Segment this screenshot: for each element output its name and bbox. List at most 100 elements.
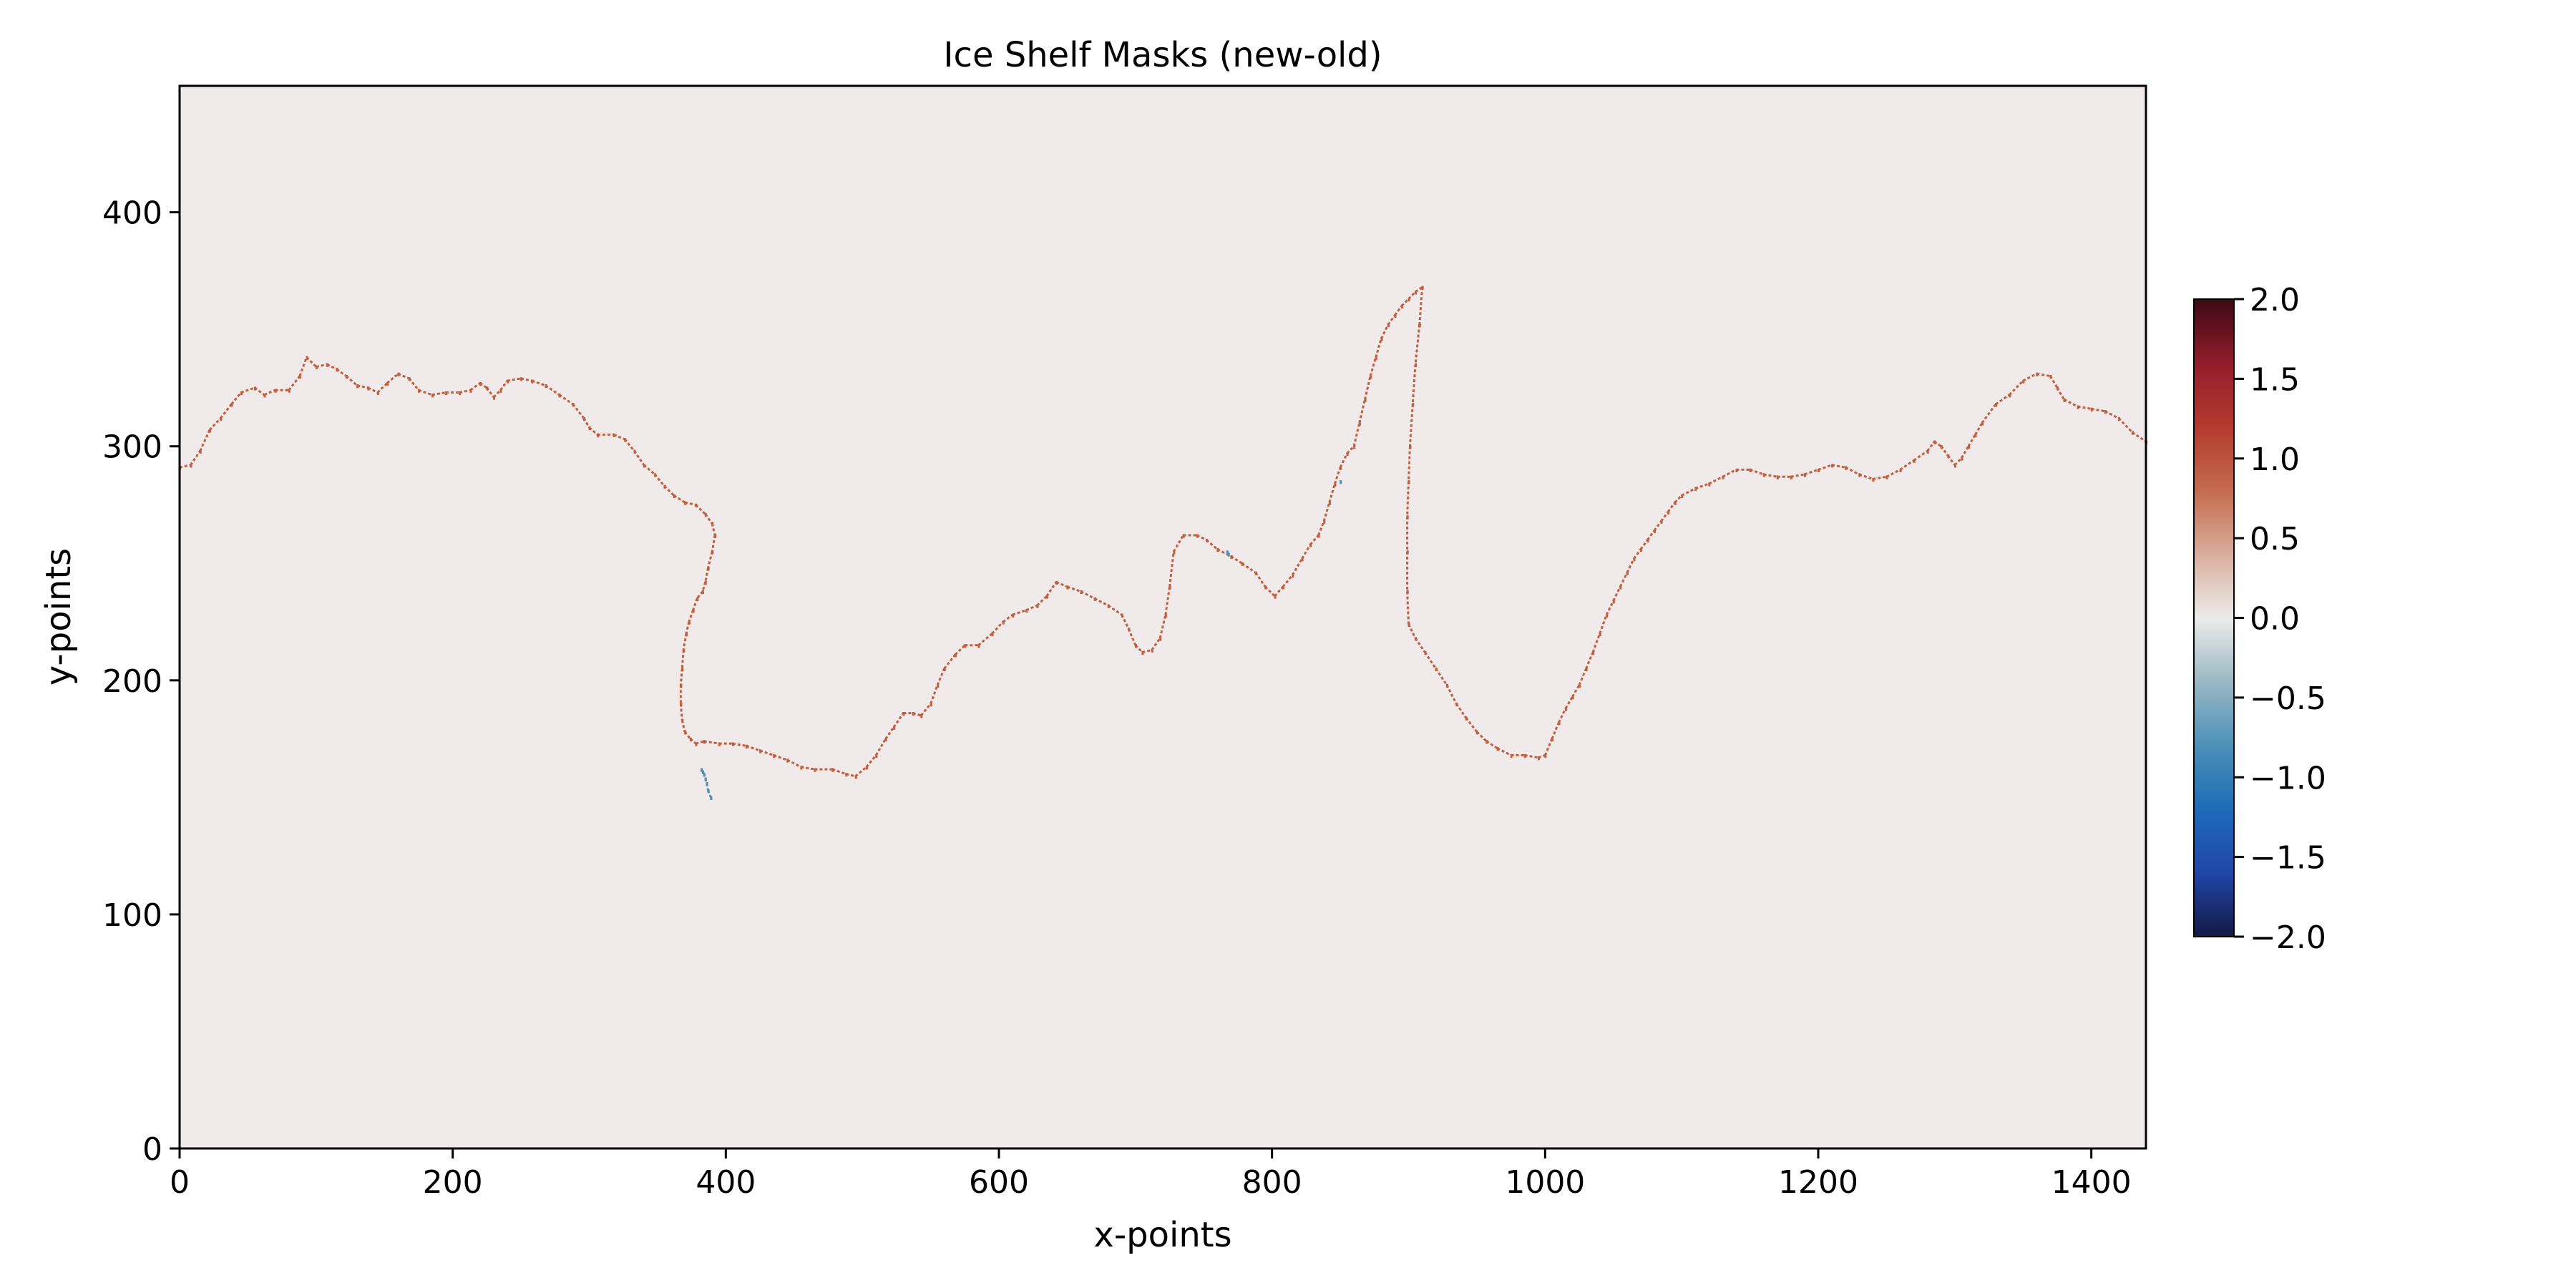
heatmap-cell <box>1380 337 1383 341</box>
heatmap-cell-run <box>1406 481 1410 517</box>
y-tick-label: 400 <box>102 195 162 232</box>
heatmap-cell-run <box>1496 747 1512 756</box>
plot-area <box>178 84 2147 1150</box>
heatmap-cell <box>1639 548 1643 552</box>
heatmap-cell-run <box>345 375 358 386</box>
heatmap-cell-run <box>773 754 788 761</box>
heatmap-cell-run <box>1558 708 1567 723</box>
heatmap-cell <box>1282 585 1285 590</box>
heatmap-cell-run <box>1571 684 1581 698</box>
heatmap-cell <box>1407 298 1410 302</box>
heatmap-cell-run <box>1750 469 1765 476</box>
heatmap-cell <box>1317 534 1320 538</box>
heatmap-cell <box>920 714 923 718</box>
heatmap-cell <box>1227 552 1230 557</box>
heatmap-cell-run <box>704 513 713 525</box>
heatmap-cell-run <box>397 372 410 380</box>
colorbar-ticks: 2.0 1.5 1.0 0.5 0.0 −0.5 −1.0 −1.5 −2.0 <box>2234 282 2326 956</box>
heatmap-cell <box>1585 667 1588 672</box>
x-axis-label: x-points <box>1093 1215 1231 1255</box>
heatmap-cell <box>1654 529 1657 534</box>
heatmap-cell-run <box>711 523 716 536</box>
x-tick-label: 0 <box>170 1164 190 1201</box>
heatmap-cell <box>1967 445 1971 449</box>
heatmap-cell-run <box>711 535 716 552</box>
heatmap-cell-run <box>1387 314 1396 326</box>
heatmap-cell-run <box>2132 431 2147 443</box>
heatmap-cell-run <box>1435 668 1448 686</box>
heatmap-cell <box>1551 737 1553 742</box>
heatmap-cell <box>1646 538 1649 543</box>
heatmap-cell <box>492 396 496 400</box>
heatmap-cell-run <box>1524 754 1539 759</box>
heatmap-cell <box>1292 573 1294 578</box>
x-tick-label: 400 <box>696 1164 756 1201</box>
heatmap-cell <box>1415 291 1418 295</box>
heatmap-cell <box>1309 543 1312 547</box>
heatmap-cell <box>1401 304 1404 309</box>
heatmap-cell-run <box>1605 600 1615 615</box>
heatmap-cell-run <box>336 368 347 377</box>
heatmap-cell <box>1606 613 1609 618</box>
x-axis-ticks: 0 200 400 600 800 1000 1200 1400 <box>170 1148 2132 1201</box>
heatmap-cell-run <box>1804 469 1819 476</box>
heatmap-cell-run <box>1633 548 1642 560</box>
heatmap-cell-run <box>695 504 706 515</box>
heatmap-cell-run <box>1328 483 1336 503</box>
heatmap-cell <box>884 737 887 742</box>
heatmap-cell-run <box>367 386 379 394</box>
heatmap-cell <box>1667 510 1670 514</box>
heatmap-cell-run <box>663 485 675 497</box>
heatmap-cell-run <box>1967 434 1976 447</box>
heatmap-cell-run <box>695 740 705 745</box>
heatmap-cell-run <box>1142 648 1153 654</box>
heatmap-cell-run <box>1653 520 1662 532</box>
heatmap-cell-run <box>2117 417 2133 434</box>
heatmap-cell <box>1592 650 1595 655</box>
heatmap-cell-run <box>1873 475 1887 480</box>
heatmap-cell-run <box>479 382 488 389</box>
heatmap-cell <box>1169 585 1171 590</box>
colorbar-tick-label: 0.0 <box>2250 601 2300 638</box>
heatmap-cell-run <box>316 363 328 368</box>
heatmap-cell-run <box>683 731 691 740</box>
heatmap-cell-run <box>1961 445 1970 459</box>
heatmap-cell-run <box>707 551 713 569</box>
heatmap-cell <box>386 381 389 386</box>
heatmap-cell <box>1387 323 1390 328</box>
heatmap-cell-run <box>1309 535 1319 546</box>
x-tick-label: 1000 <box>1505 1164 1585 1201</box>
heatmap-cell-run <box>199 429 211 452</box>
heatmap-cell <box>1340 466 1342 470</box>
heatmap-cell-run <box>2036 372 2051 378</box>
heatmap-cell <box>1364 398 1367 402</box>
heatmap-cell <box>937 683 940 688</box>
heatmap-cell-run <box>376 382 389 394</box>
colorbar-tick-label: 1.5 <box>2250 361 2300 398</box>
heatmap-cell-run <box>1363 376 1372 400</box>
heatmap-cell <box>1571 696 1574 700</box>
heatmap-cell-run <box>1995 394 2011 406</box>
heatmap-cell-run <box>874 738 887 756</box>
heatmap-cell-run <box>418 389 433 396</box>
heatmap-cell-run <box>1230 555 1243 565</box>
heatmap-cell-run <box>1339 452 1348 468</box>
heatmap-cell-run <box>2104 410 2119 419</box>
heatmap-cell <box>1334 482 1337 487</box>
heatmap-cell-run <box>759 749 774 756</box>
heatmap-cell-run <box>1012 609 1027 616</box>
heatmap-cell-run <box>582 417 590 429</box>
colorbar-tick-label: 0.5 <box>2250 521 2300 557</box>
heatmap-cell-run <box>679 668 683 686</box>
heatmap-cell-run <box>1055 581 1068 588</box>
heatmap-cell-run <box>520 377 532 382</box>
heatmap-cell-run <box>685 621 691 634</box>
heatmap-cell-run <box>1940 445 1949 457</box>
heatmap-cell-run <box>1953 457 1963 466</box>
heatmap-cell-run <box>692 597 698 611</box>
heatmap-cell-run <box>1408 404 1414 447</box>
heatmap-cell-run <box>1981 403 1997 424</box>
x-tick-label: 800 <box>1242 1164 1302 1201</box>
heatmap-cell-run <box>1121 614 1130 630</box>
